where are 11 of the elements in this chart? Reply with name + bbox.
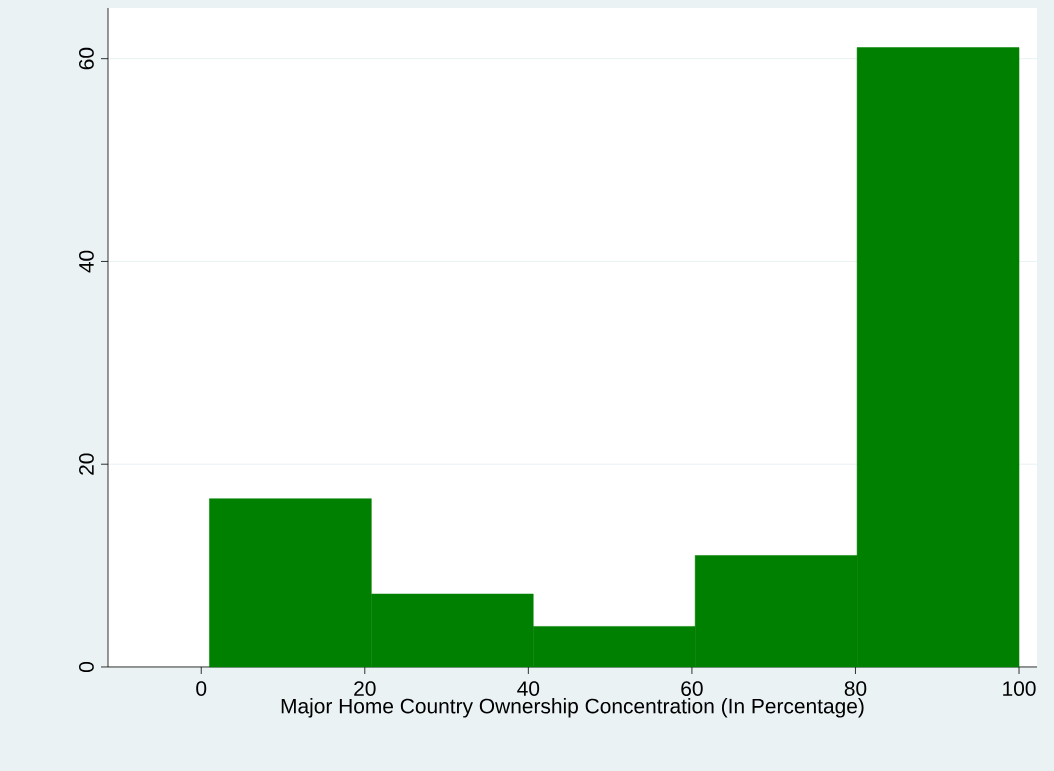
x-tick-label: 80 bbox=[844, 681, 867, 696]
x-tick-label: 40 bbox=[517, 681, 540, 696]
x-axis-title: Major Home Country Ownership Concentration (In Percentage) bbox=[281, 698, 864, 718]
y-tick-label: 20 bbox=[79, 453, 94, 475]
y-tick-label: 40 bbox=[79, 250, 94, 273]
x-tick-label: 100 bbox=[1003, 681, 1036, 696]
x-tick-label: 20 bbox=[354, 681, 376, 696]
y-tick-label: 60 bbox=[79, 47, 94, 70]
x-tick-label: 0 bbox=[196, 681, 207, 696]
y-tick-label: 0 bbox=[79, 661, 94, 672]
x-tick-label: 60 bbox=[681, 681, 703, 696]
